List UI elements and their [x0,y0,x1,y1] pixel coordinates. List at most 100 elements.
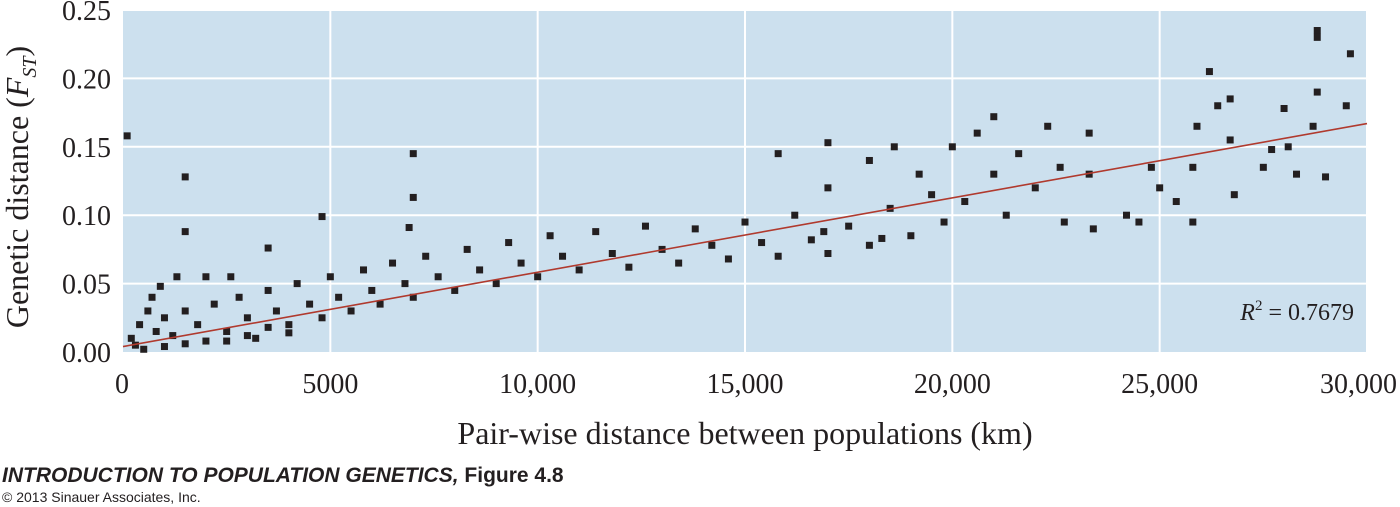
y-tick-label: 0.05 [62,270,111,301]
data-point [948,143,956,151]
data-point [173,273,181,281]
data-point [243,314,251,322]
data-point [940,218,948,226]
data-point [878,234,886,242]
data-point [865,241,873,249]
data-point [1056,163,1064,171]
data-point [160,314,168,322]
grid-lines [123,9,1368,352]
data-point [890,143,898,151]
x-axis-title: Pair-wise distance between populations (… [457,415,1032,451]
data-point [820,228,828,236]
data-point [559,252,567,260]
r-squared-value: = 0.7679 [1262,300,1354,326]
data-point [463,245,471,253]
copyright-notice: © 2013 Sinauer Associates, Inc. [2,489,201,505]
data-point [181,307,189,315]
data-point [1226,95,1234,103]
r-squared-label: R2 = 0.7679 [1239,298,1354,326]
data-point [272,307,280,315]
data-point [517,259,525,267]
data-point [127,334,135,342]
y-tick-label: 0.10 [62,201,111,232]
data-point [1031,184,1039,192]
data-point [181,173,189,181]
data-point [223,327,231,335]
x-tick-label: 10,000 [499,369,576,400]
data-point [1346,50,1354,58]
data-point [807,236,815,244]
data-point [389,259,397,267]
figure-caption: INTRODUCTION TO POPULATION GENETICS, Fig… [2,464,564,488]
data-point [824,184,832,192]
data-point [758,239,766,247]
data-point [148,293,156,301]
x-tick-label: 20,000 [914,369,991,400]
data-point [335,293,343,301]
data-point [264,323,272,331]
data-point [1230,191,1238,199]
data-point [264,244,272,252]
data-point [181,340,189,348]
data-point [293,280,301,288]
y-axis-title: Genetic distance (FST) [0,46,41,328]
data-point [1002,211,1010,219]
r-squared-symbol: R [1239,300,1255,326]
data-point [1280,104,1288,112]
data-point [360,266,368,274]
data-point [223,337,231,345]
data-point [326,273,334,281]
r-squared-superscript: 2 [1255,298,1263,314]
data-point [1293,170,1301,178]
data-point [675,259,683,267]
data-point [708,241,716,249]
data-point [492,280,500,288]
data-point [318,314,326,322]
x-tick-label: 5000 [302,369,358,400]
y-tick-label: 0.00 [62,338,111,369]
data-point [160,343,168,351]
y-tick-label: 0.15 [62,133,111,164]
data-point [434,273,442,281]
data-point [1309,122,1317,130]
data-point [1313,33,1321,41]
data-point [1313,27,1321,35]
y-axis-title-subscript: ST [19,55,41,78]
y-axis-ticks: 0.00 0.05 0.10 0.15 0.20 0.25 [62,0,111,369]
data-point [724,255,732,263]
data-point [575,266,583,274]
data-point [1015,150,1023,158]
x-tick-label: 15,000 [707,369,784,400]
data-point [285,329,293,337]
data-point [140,345,148,353]
data-point [928,191,936,199]
x-tick-label: 25,000 [1121,369,1198,400]
data-point [144,307,152,315]
data-point [1313,88,1321,96]
data-point [691,225,699,233]
data-point [1147,163,1155,171]
data-point [123,132,131,140]
data-point [1089,225,1097,233]
y-axis-title-symbol: F [0,77,35,98]
data-point [1342,102,1350,110]
data-point [608,250,616,258]
data-point [1189,163,1197,171]
data-point [1156,184,1164,192]
data-point [1205,68,1213,76]
data-point [409,193,417,201]
data-point [1226,136,1234,144]
data-point [990,113,998,121]
data-point [368,286,376,294]
data-point [961,198,969,206]
data-point [285,321,293,329]
data-point [1259,163,1267,171]
data-point [409,293,417,301]
data-point [1044,122,1052,130]
data-point [169,332,177,340]
data-point [131,341,139,349]
data-point [1322,173,1330,181]
data-point [641,222,649,230]
data-point [306,300,314,308]
data-point [194,321,202,329]
